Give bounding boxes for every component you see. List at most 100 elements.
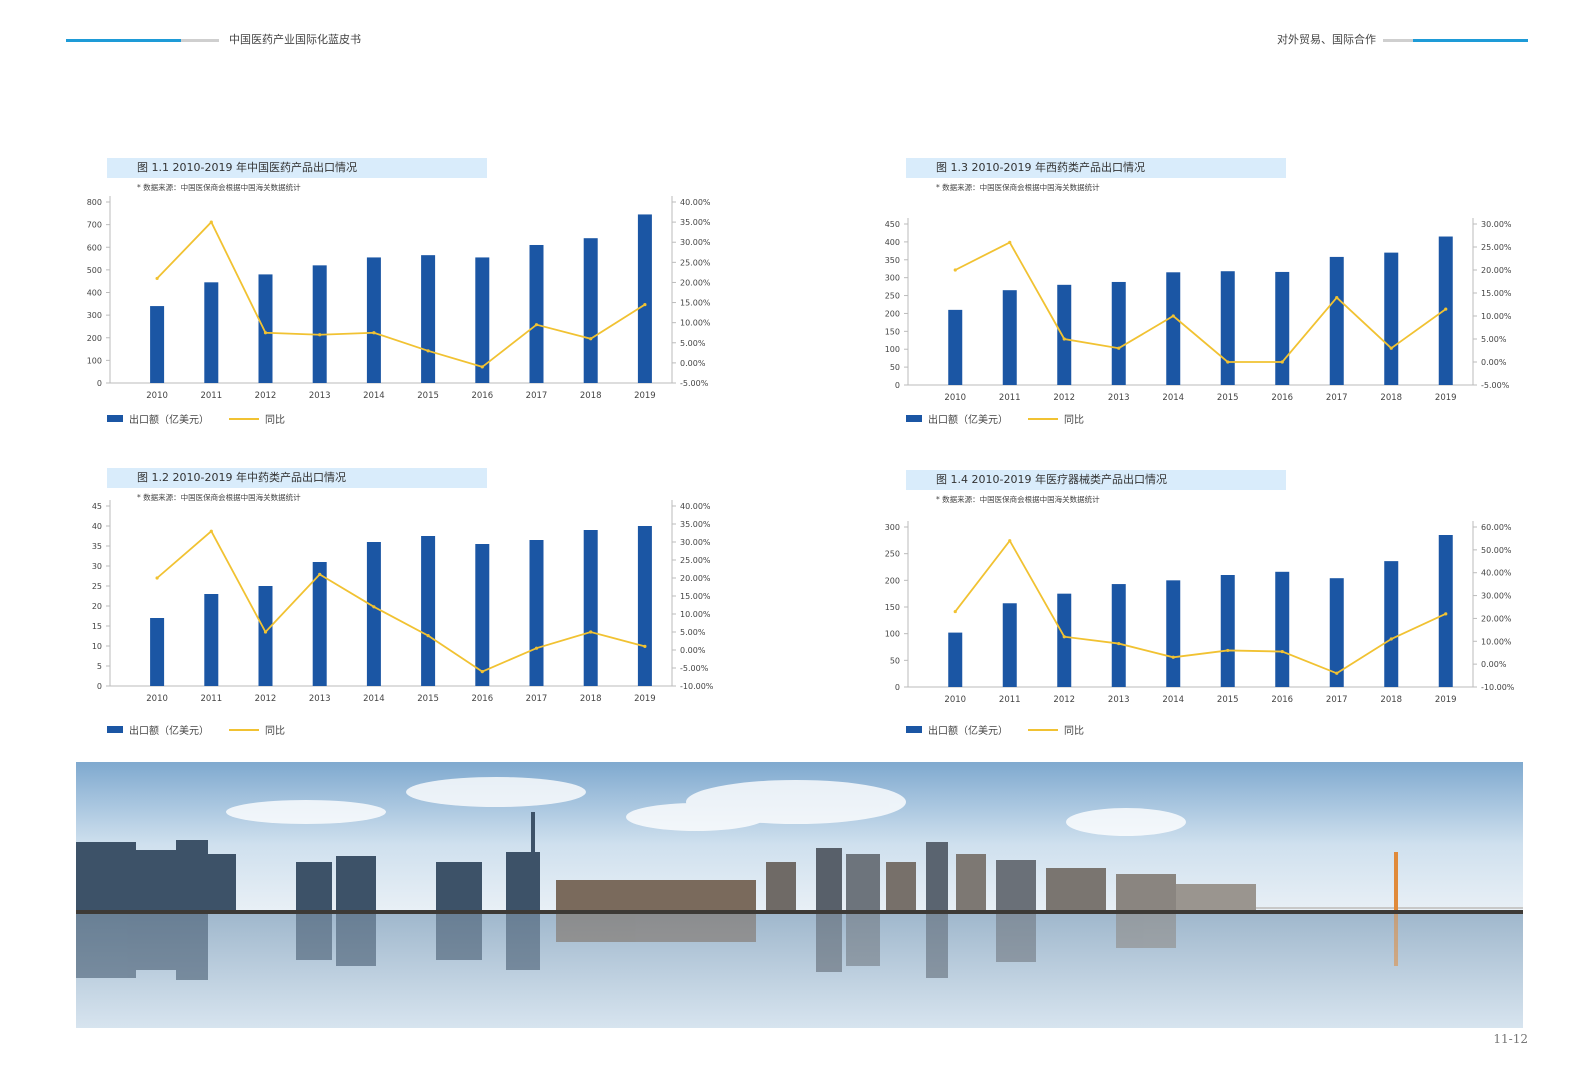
bar — [1220, 271, 1235, 385]
bar — [637, 214, 652, 383]
bar — [583, 238, 598, 383]
legend-line-label: 同比 — [1064, 726, 1084, 737]
bar — [366, 257, 381, 383]
y-tick-label: 300 — [885, 274, 900, 283]
x-tick-label: 2014 — [363, 391, 385, 401]
bar — [366, 542, 381, 686]
y-tick-label: 350 — [885, 256, 900, 265]
legend-line-swatch — [1028, 728, 1058, 731]
y2-tick-label: 25.00% — [680, 258, 711, 267]
y-tick-label: 50 — [890, 656, 900, 665]
chart-title: 图 1.2 2010-2019 年中药类产品出口情况 — [107, 468, 487, 488]
legend-1: 出口额（亿美元） 同比 — [107, 411, 285, 426]
y-tick-label: 200 — [885, 576, 900, 585]
y-tick-label: 30 — [92, 562, 102, 571]
y2-tick-label: 25.00% — [1481, 243, 1512, 252]
legend-bar-label: 出口额（亿美元） — [129, 415, 209, 426]
chart-block-3: 图 1.3 2010-2019 年西药类产品出口情况 * 数据来源：中国医保商会… — [906, 158, 1506, 428]
bar — [1057, 593, 1072, 687]
legend-line-swatch — [229, 417, 259, 420]
header-grey-line-right — [1383, 39, 1413, 42]
yoy-point — [1444, 612, 1448, 616]
bar — [421, 536, 436, 686]
yoy-point — [155, 276, 159, 281]
yoy-point — [209, 529, 213, 533]
yoy-point — [1335, 671, 1339, 675]
yoy-point — [589, 630, 593, 634]
yoy-point — [1389, 637, 1393, 641]
y2-tick-label: -5.00% — [680, 664, 709, 673]
yoy-point — [589, 337, 593, 341]
x-tick-label: 2018 — [1380, 695, 1402, 705]
legend-bar-label: 出口额（亿美元） — [129, 726, 209, 737]
bar — [1166, 580, 1181, 687]
legend-bar-swatch — [906, 726, 922, 733]
x-tick-label: 2010 — [146, 694, 168, 704]
legend-line-label: 同比 — [265, 726, 285, 737]
x-tick-label: 2019 — [634, 391, 656, 401]
header-accent-line-left — [66, 39, 181, 42]
x-tick-label: 2018 — [580, 391, 602, 401]
yoy-point — [1335, 296, 1339, 300]
header-left-title: 中国医药产业国际化蓝皮书 — [229, 33, 361, 46]
page-number: 11-12 — [1493, 1032, 1528, 1046]
y-tick-label: 300 — [87, 311, 102, 320]
y2-tick-label: 10.00% — [1481, 637, 1512, 646]
y-tick-label: 100 — [885, 345, 900, 354]
y2-tick-label: 30.00% — [1481, 220, 1512, 229]
y2-tick-label: -5.00% — [1481, 381, 1510, 390]
legend-line-label: 同比 — [265, 415, 285, 426]
chart-block-2: 图 1.2 2010-2019 年中药类产品出口情况 * 数据来源：中国医保商会… — [107, 468, 707, 738]
x-tick-label: 2016 — [1271, 695, 1293, 705]
header-grey-line-left — [181, 39, 219, 42]
x-tick-label: 2011 — [200, 391, 222, 401]
y-tick-label: 250 — [885, 292, 900, 301]
x-tick-label: 2012 — [255, 694, 277, 704]
y2-tick-label: 30.00% — [680, 538, 711, 547]
y2-tick-label: 10.00% — [1481, 312, 1512, 321]
y-tick-label: 25 — [92, 582, 102, 591]
legend-bar-label: 出口额（亿美元） — [928, 726, 1008, 737]
bar — [1166, 272, 1181, 385]
bar — [204, 594, 219, 686]
y2-tick-label: 40.00% — [680, 198, 711, 207]
yoy-point — [1117, 346, 1121, 350]
x-tick-label: 2013 — [1108, 695, 1130, 705]
bar — [1002, 290, 1017, 385]
x-tick-label: 2016 — [471, 694, 493, 704]
yoy-point — [1117, 641, 1121, 646]
legend-4: 出口额（亿美元） 同比 — [906, 722, 1084, 737]
x-tick-label: 2017 — [1326, 695, 1348, 705]
bar — [1057, 284, 1072, 385]
y-tick-label: 200 — [87, 334, 102, 343]
x-tick-label: 2015 — [1217, 695, 1239, 705]
yoy-point — [1226, 648, 1230, 653]
y-tick-label: 300 — [885, 523, 900, 532]
yoy-point — [318, 572, 322, 577]
bar — [421, 255, 436, 383]
yoy-point — [643, 644, 647, 649]
x-tick-label: 2010 — [146, 391, 168, 401]
yoy-point — [1389, 346, 1393, 350]
bar — [475, 544, 490, 686]
x-tick-label: 2011 — [200, 694, 222, 704]
x-tick-label: 2011 — [999, 393, 1021, 403]
yoy-point — [1280, 649, 1284, 654]
y-tick-label: 600 — [87, 243, 102, 252]
yoy-line — [954, 241, 1447, 363]
bar — [1438, 535, 1453, 687]
y-tick-label: 15 — [92, 622, 102, 631]
yoy-point — [318, 333, 322, 337]
yoy-point — [372, 605, 376, 609]
y2-tick-label: 10.00% — [680, 319, 711, 328]
bar — [1220, 575, 1235, 687]
y-tick-label: 100 — [87, 356, 102, 365]
y-tick-label: 700 — [87, 221, 102, 230]
city-skyline-photo — [76, 762, 1523, 1028]
legend-bar-swatch — [906, 415, 922, 422]
legend-line-swatch — [229, 728, 259, 731]
x-tick-label: 2012 — [1053, 393, 1075, 403]
y2-tick-label: 20.00% — [680, 574, 711, 583]
y-tick-label: 150 — [885, 603, 900, 612]
